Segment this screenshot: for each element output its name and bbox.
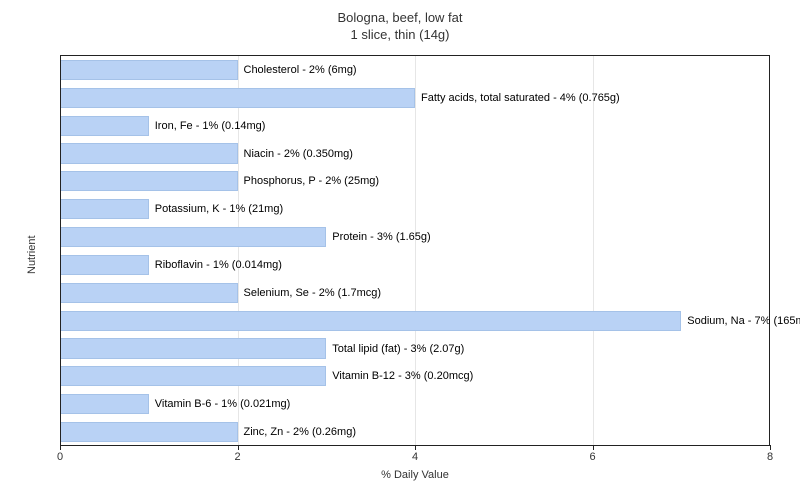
nutrient-bar (60, 366, 326, 386)
nutrient-bar-label: Potassium, K - 1% (21mg) (155, 203, 283, 215)
nutrient-bar (60, 255, 149, 275)
y-axis-label: Nutrient (26, 235, 38, 274)
x-tick-label: 6 (589, 451, 595, 463)
x-tick-label: 0 (57, 451, 63, 463)
nutrient-bar-label: Selenium, Se - 2% (1.7mcg) (244, 287, 382, 299)
nutrient-bar-label: Cholesterol - 2% (6mg) (244, 64, 357, 76)
nutrient-bar-label: Niacin - 2% (0.350mg) (244, 148, 353, 160)
x-tick-label: 4 (412, 451, 418, 463)
nutrient-bar (60, 338, 326, 358)
nutrient-bar-label: Vitamin B-6 - 1% (0.021mg) (155, 398, 291, 410)
nutrient-bar (60, 171, 238, 191)
chart-title-line2: 1 slice, thin (14g) (0, 27, 800, 44)
chart-title: Bologna, beef, low fat 1 slice, thin (14… (0, 10, 800, 44)
nutrient-bar (60, 422, 238, 442)
nutrient-bar-label: Fatty acids, total saturated - 4% (0.765… (421, 92, 620, 104)
nutrient-bar-label: Zinc, Zn - 2% (0.26mg) (244, 426, 356, 438)
nutrient-bar-label: Phosphorus, P - 2% (25mg) (244, 175, 380, 187)
nutrient-bar (60, 311, 681, 331)
nutrient-chart: Bologna, beef, low fat 1 slice, thin (14… (0, 0, 800, 500)
nutrient-bar-label: Vitamin B-12 - 3% (0.20mcg) (332, 370, 473, 382)
chart-title-line1: Bologna, beef, low fat (0, 10, 800, 27)
nutrient-bar (60, 143, 238, 163)
plot-area: Cholesterol - 2% (6mg) Fatty acids, total… (60, 55, 770, 445)
nutrient-bar (60, 116, 149, 136)
nutrient-bar (60, 227, 326, 247)
nutrient-bar-label: Total lipid (fat) - 3% (2.07g) (332, 343, 464, 355)
nutrient-bar-label: Riboflavin - 1% (0.014mg) (155, 259, 282, 271)
nutrient-bar-label: Sodium, Na - 7% (165mg) (687, 315, 800, 327)
nutrient-bar-label: Iron, Fe - 1% (0.14mg) (155, 120, 266, 132)
nutrient-bar (60, 88, 415, 108)
x-axis-label: % Daily Value (60, 469, 770, 481)
nutrient-bar-label: Protein - 3% (1.65g) (332, 231, 430, 243)
nutrient-bar (60, 60, 238, 80)
nutrient-bar (60, 394, 149, 414)
x-tick-label: 2 (234, 451, 240, 463)
nutrient-bar (60, 199, 149, 219)
x-tick-label: 8 (767, 451, 773, 463)
nutrient-bar (60, 283, 238, 303)
